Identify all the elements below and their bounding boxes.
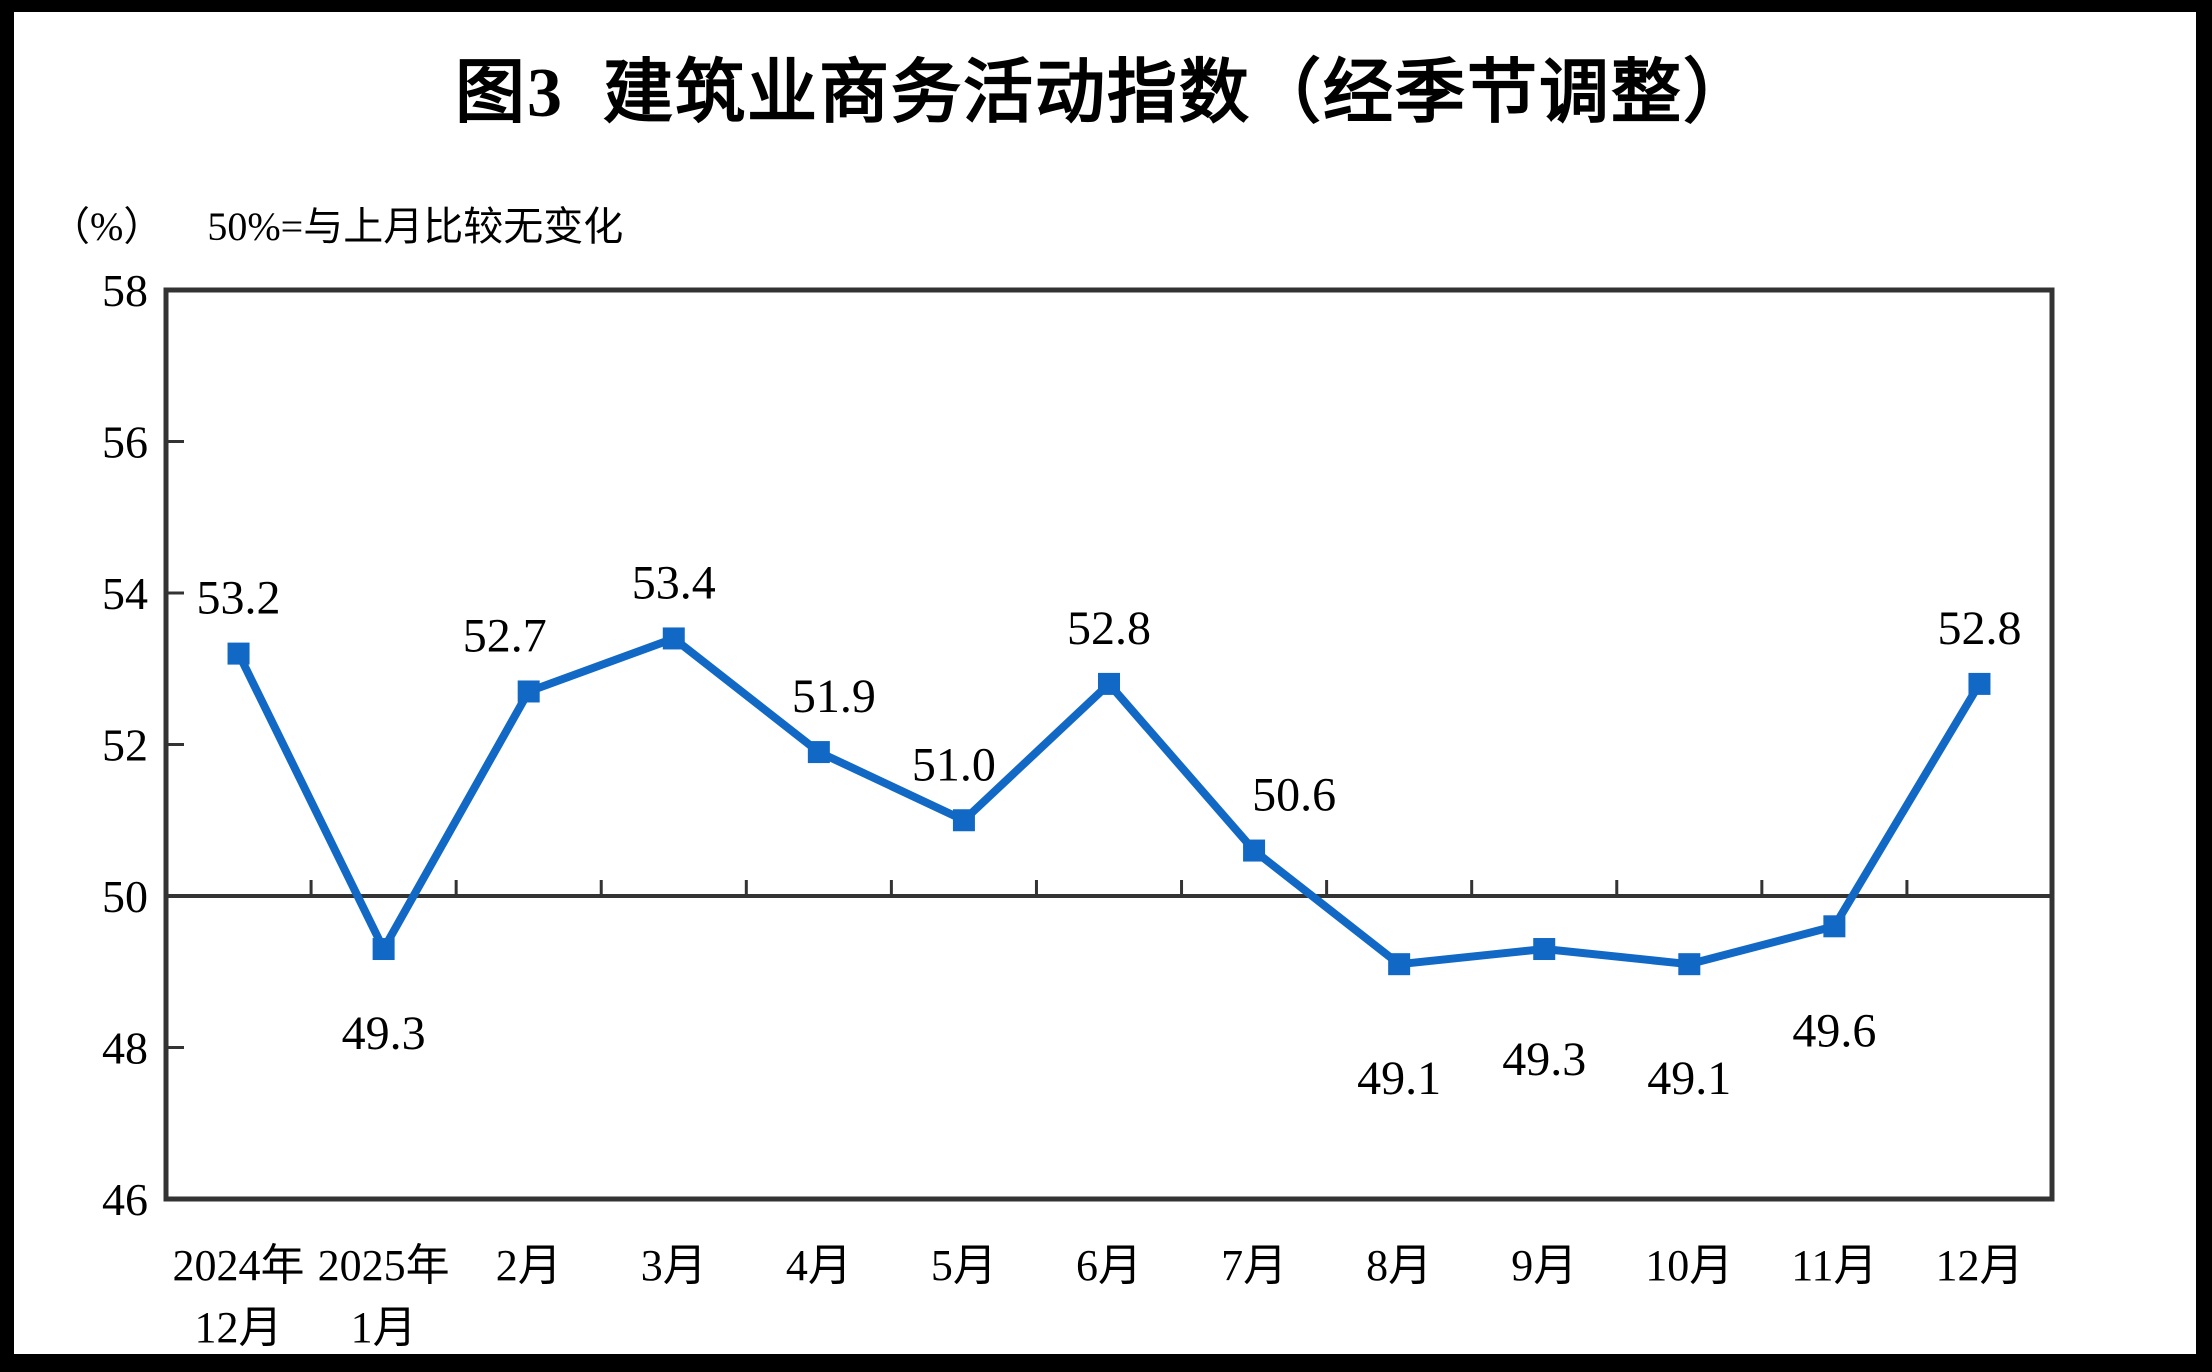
data-point-marker (1678, 953, 1701, 976)
data-point-marker (1098, 672, 1120, 695)
data-point-label: 49.3 (342, 1007, 426, 1060)
axis-note-row: （%） 50%=与上月比较无变化 (50, 194, 623, 252)
data-point-marker (372, 938, 395, 961)
data-point-label: 52.8 (1067, 602, 1151, 655)
data-point-label: 51.0 (912, 738, 996, 791)
line-chart: 46 48 50 52 54 56 58 53.2 49.3 52.7 53.4 51.9 51.0 52… (102, 265, 2055, 1352)
y-axis-tick-label: 58 (102, 265, 148, 316)
plot-frame (163, 287, 2055, 1202)
y-axis-tick-label: 54 (102, 568, 148, 619)
y-axis-tick-label: 52 (102, 720, 148, 771)
data-point-marker (1823, 915, 1846, 938)
x-axis-label-line2: 1月 (351, 1303, 417, 1352)
reference-note: 50%=与上月比较无变化 (207, 204, 624, 249)
chart-canvas: 图3 建筑业商务活动指数（经季节调整） （%） 50%=与上月比较无变化 46 48… (14, 12, 2196, 1354)
x-axis-label: 8月 (1366, 1241, 1432, 1290)
x-axis-label: 2025年 (318, 1241, 450, 1290)
data-point-marker (517, 680, 540, 703)
data-point-label: 49.6 (1792, 1004, 1876, 1057)
data-point-label: 49.1 (1647, 1052, 1731, 1105)
y-axis-tick-label: 48 (102, 1023, 148, 1074)
data-point-label: 51.9 (792, 670, 876, 723)
x-axis-label: 10月 (1645, 1241, 1733, 1290)
x-axis-label: 2月 (496, 1241, 562, 1290)
y-axis-tick-label: 56 (102, 417, 148, 468)
data-point-label: 52.8 (1937, 602, 2021, 655)
data-point-label: 50.6 (1252, 769, 1336, 822)
y-axis-tick-label: 46 (102, 1174, 148, 1225)
x-axis-label: 5月 (931, 1241, 997, 1290)
x-axis-label-line2: 12月 (195, 1303, 283, 1352)
data-point-marker (1388, 953, 1411, 976)
data-point-marker (807, 741, 830, 764)
data-point-marker (227, 642, 250, 665)
x-axis-label: 7月 (1221, 1241, 1287, 1290)
x-axis-label: 3月 (641, 1241, 707, 1290)
chart-title: 图3 建筑业商务活动指数（经季节调整） (455, 55, 1755, 132)
x-axis-label: 12月 (1935, 1241, 2023, 1290)
x-axis-label: 9月 (1511, 1241, 1577, 1290)
data-point-marker (1968, 672, 1991, 695)
data-point-label: 52.7 (463, 609, 547, 662)
data-point-marker (662, 627, 685, 650)
data-point-marker (952, 809, 975, 832)
unit-label: （%） (50, 204, 164, 249)
data-point-marker (1533, 938, 1556, 961)
x-axis-label: 6月 (1076, 1241, 1142, 1290)
x-axis-label: 2024年 (173, 1241, 305, 1290)
data-point-label: 53.2 (197, 572, 281, 625)
x-axis-label: 11月 (1791, 1241, 1877, 1290)
x-axis-label: 4月 (786, 1241, 852, 1290)
data-point-label: 49.1 (1357, 1052, 1441, 1105)
y-axis-tick-label: 50 (102, 871, 148, 922)
data-point-marker (1243, 839, 1266, 862)
data-point-label: 53.4 (632, 556, 716, 609)
data-point-label: 49.3 (1502, 1033, 1586, 1086)
